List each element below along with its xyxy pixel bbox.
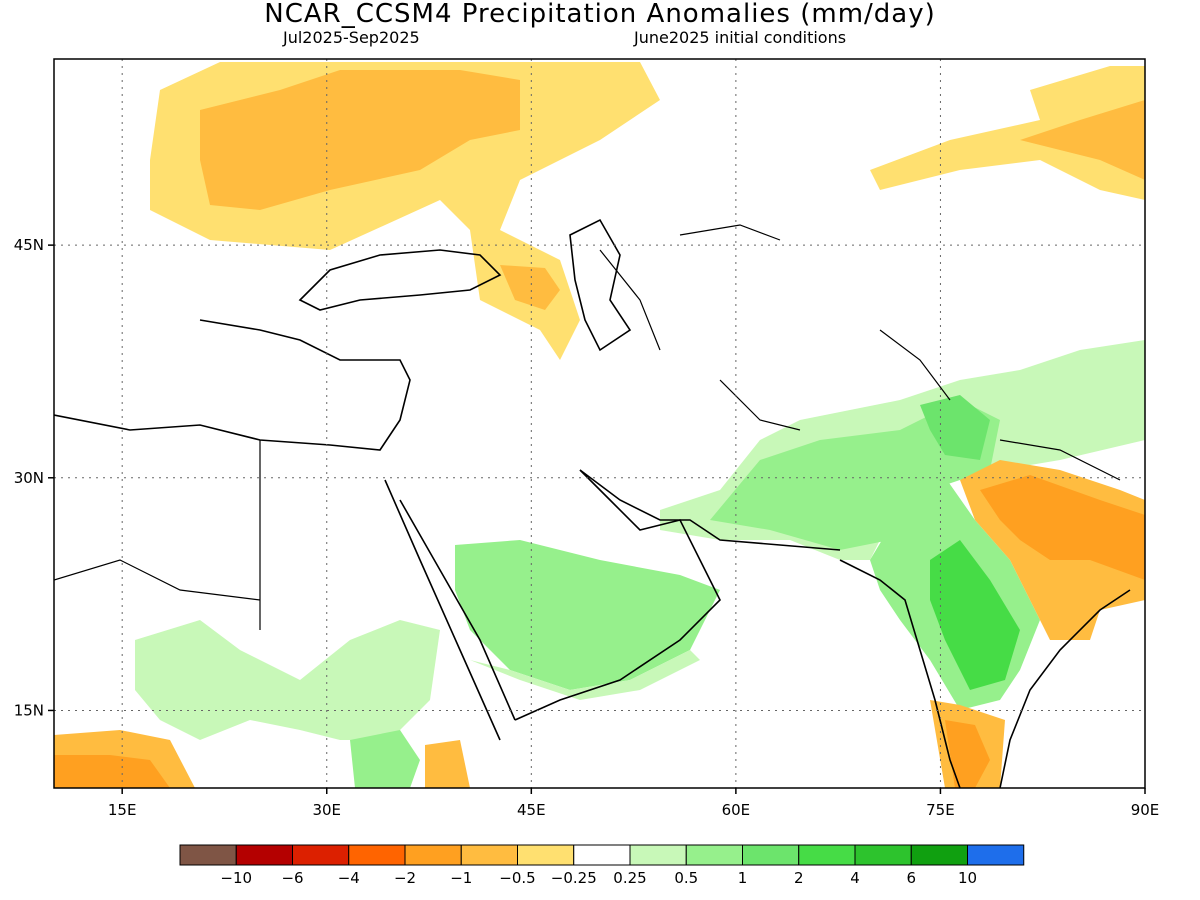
dry-region-central-africa-core: [54, 755, 170, 788]
colorbar-swatch: [854, 844, 912, 866]
mediterranean-coast: [54, 319, 411, 451]
x-tick-label: 45E: [517, 801, 546, 819]
colorbar-swatch: [235, 844, 293, 866]
x-tick-label: 15E: [108, 801, 137, 819]
map-frame: [53, 58, 1146, 789]
colorbar-swatch: [179, 844, 237, 866]
caspian-sea-coast: [569, 218, 632, 352]
x-tick-label: 75E: [926, 801, 955, 819]
wet-region-india-core: [930, 540, 1020, 690]
red-sea-coast: [384, 479, 516, 741]
wet-region-sahel: [135, 620, 440, 740]
colorbar-swatch: [460, 844, 518, 866]
forecast-period: Jul2025-Sep2025: [283, 28, 420, 47]
colorbar-swatch: [910, 844, 968, 866]
india-coast: [839, 559, 1131, 788]
dry-region-mongolia-core: [1020, 100, 1145, 180]
colorbar-label: −0.5: [499, 869, 535, 887]
wet-region-kashmir: [920, 395, 990, 460]
colorbar-label: 6: [906, 869, 916, 887]
colorbar-swatch: [573, 844, 631, 866]
colorbar-swatch: [404, 844, 462, 866]
y-tick-label: 15N: [14, 701, 44, 719]
anomaly-field: [54, 62, 1145, 788]
y-axis: 45N 30N 15N: [14, 236, 54, 719]
colorbar-swatch: [292, 844, 350, 866]
x-axis: 15E 30E 45E 60E 75E 90E: [108, 788, 1159, 819]
border-lines: [54, 224, 1121, 630]
x-tick-label: 60E: [722, 801, 751, 819]
colorbar-label: −6: [281, 869, 303, 887]
colorbar-swatch: [517, 844, 575, 866]
colorbar: −10 −6 −4 −2 −1 −0.5 −0.25 0.25 0.5 1 2 4 6 10: [179, 844, 1025, 887]
colorbar-swatch: [798, 844, 856, 866]
initial-conditions: June2025 initial conditions: [634, 28, 847, 47]
colorbar-swatch: [348, 844, 406, 866]
colorbar-label: 2: [794, 869, 804, 887]
wet-region-pakistan-core: [710, 400, 1000, 550]
arabia-coast: [514, 469, 721, 721]
dry-region-europe-core: [200, 70, 520, 210]
colorbar-label: 4: [850, 869, 860, 887]
wet-region-arabia-outer: [470, 650, 700, 700]
y-tick-label: 30N: [14, 469, 44, 487]
dry-region-mongolia: [870, 66, 1145, 200]
colorbar-label: 0.25: [613, 869, 646, 887]
persian-gulf-coast: [579, 469, 841, 551]
wet-region-arabia: [455, 540, 720, 690]
colorbar-swatch: [967, 844, 1025, 866]
colorbar-swatch: [685, 844, 743, 866]
map-title: NCAR_CCSM4 Precipitation Anomalies (mm/d…: [264, 0, 936, 29]
colorbar-label: −10: [220, 869, 252, 887]
x-tick-label: 90E: [1131, 801, 1160, 819]
colorbar-label: 0.5: [674, 869, 698, 887]
colorbar-label: −0.25: [551, 869, 597, 887]
y-tick-label: 45N: [14, 236, 44, 254]
dry-region-south-india-core: [945, 720, 990, 788]
grid: [54, 59, 1145, 788]
wet-region-east-africa: [350, 730, 420, 788]
coastlines: [54, 218, 1131, 788]
colorbar-label: −4: [338, 869, 360, 887]
colorbar-label: 10: [958, 869, 977, 887]
colorbar-swatch: [629, 844, 687, 866]
colorbar-label: −2: [394, 869, 416, 887]
black-sea-coast: [298, 249, 502, 311]
colorbar-label: −1: [450, 869, 472, 887]
x-tick-label: 30E: [312, 801, 341, 819]
dry-region-caucasus: [500, 265, 560, 310]
colorbar-label: 1: [738, 869, 748, 887]
dry-region-northeast-india-core: [980, 475, 1145, 580]
dry-region-ethiopia: [425, 740, 470, 788]
colorbar-swatch: [742, 844, 800, 866]
